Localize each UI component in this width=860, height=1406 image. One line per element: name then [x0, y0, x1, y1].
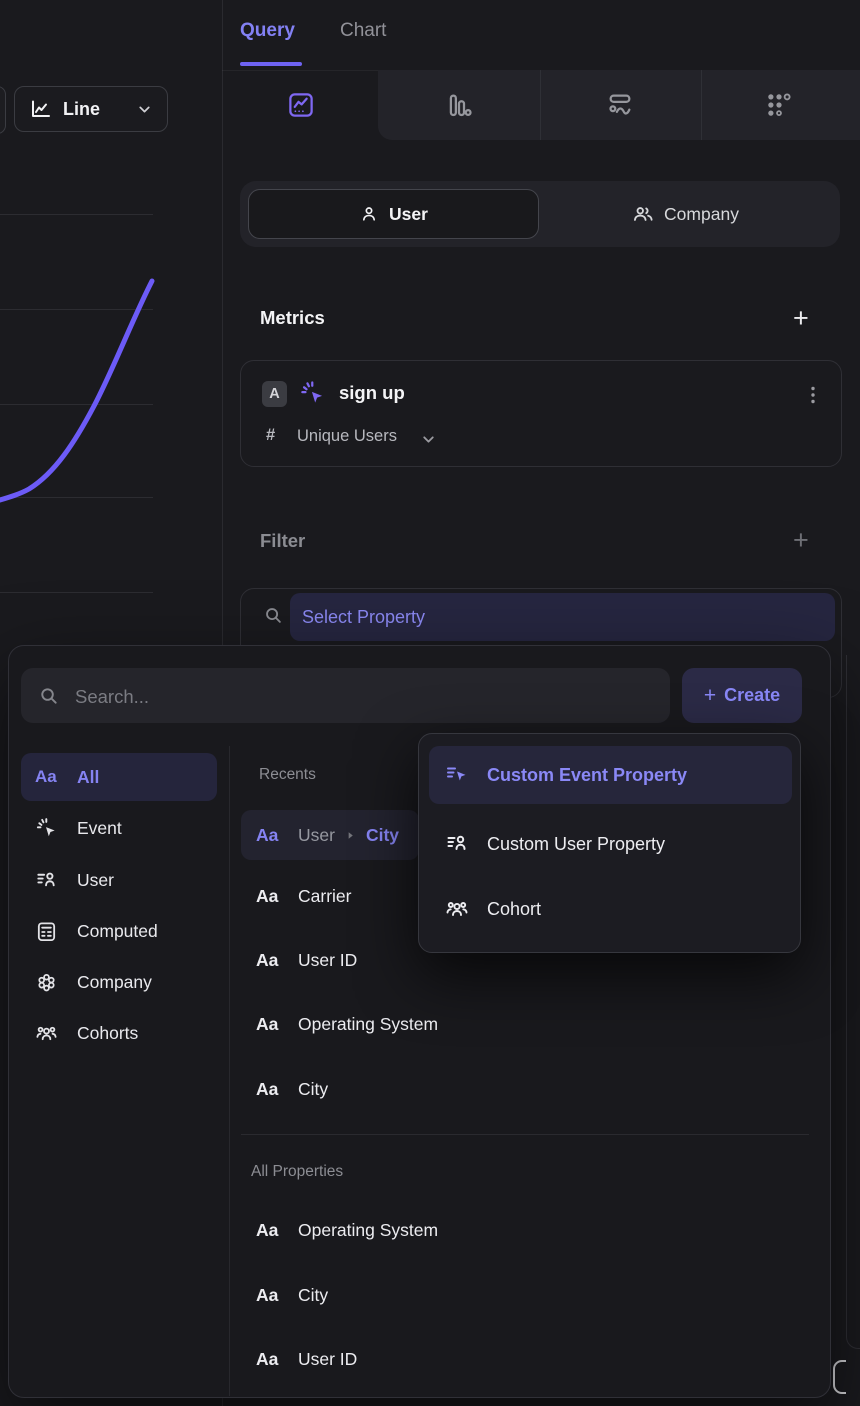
- search-icon: [37, 684, 60, 707]
- custom-user-property-icon: [445, 832, 469, 856]
- clipped-shortcut-badge: [833, 1360, 846, 1394]
- recent-property-city[interactable]: Aa City: [256, 1078, 329, 1099]
- property-city[interactable]: Aa City: [256, 1284, 329, 1305]
- computed-icon: [35, 920, 63, 943]
- category-company[interactable]: Company: [21, 958, 217, 1006]
- line-chart-icon: [29, 97, 53, 121]
- menu-item-custom-user-property[interactable]: Custom User Property: [429, 815, 792, 873]
- recent-property-carrier[interactable]: Aa Carrier: [256, 885, 352, 906]
- category-user[interactable]: User: [21, 856, 217, 904]
- kebab-menu-icon[interactable]: [801, 383, 825, 407]
- list-divider: [241, 1134, 809, 1135]
- text-type-glyph: Aa: [35, 767, 57, 786]
- chevron-down-icon: [136, 101, 153, 118]
- add-metric-button[interactable]: +: [793, 303, 809, 333]
- bar-chart-tab-icon[interactable]: [444, 90, 474, 120]
- active-tab-underline: [240, 62, 302, 66]
- property-search[interactable]: [21, 668, 670, 725]
- picker-divider: [229, 746, 230, 1396]
- people-icon: [632, 203, 654, 225]
- chart-gridline: [0, 404, 153, 405]
- entity-toggle-company-label: Company: [664, 203, 739, 224]
- chart-display-type-label: Line: [63, 98, 101, 119]
- create-button-label: Create: [724, 685, 781, 705]
- category-event[interactable]: Event: [21, 804, 217, 852]
- create-menu: Custom Event Property Custom User Proper…: [418, 733, 801, 953]
- all-properties-section-title: All Properties: [251, 1163, 344, 1180]
- measurement-selector[interactable]: Unique Users: [297, 427, 397, 445]
- entity-toggle-user[interactable]: User: [248, 189, 539, 239]
- chart-gridline: [0, 497, 153, 498]
- metric-card: [240, 360, 842, 467]
- entity-toggle: User Company: [240, 181, 840, 247]
- clipped-toolbar-button[interactable]: [0, 86, 6, 134]
- create-button[interactable]: + Create: [682, 668, 802, 723]
- event-icon: [35, 817, 63, 840]
- category-all[interactable]: Aa All: [21, 753, 217, 801]
- tab-query[interactable]: Query: [240, 20, 295, 41]
- line-chart-series: [0, 278, 155, 503]
- custom-event-property-icon: [445, 763, 469, 787]
- property-operating-system[interactable]: Aa Operating System: [256, 1219, 439, 1240]
- metric-letter-badge: A: [262, 381, 287, 407]
- chart-display-type-button[interactable]: Line: [14, 86, 168, 132]
- event-icon: [299, 380, 326, 407]
- company-icon: [35, 971, 63, 994]
- breadcrumb-arrow-icon: [345, 830, 356, 841]
- search-icon: [262, 604, 284, 626]
- cohort-icon: [445, 897, 469, 921]
- filter-property-select-value: Select Property: [302, 606, 426, 627]
- search-input[interactable]: [73, 668, 657, 725]
- entity-toggle-company[interactable]: Company: [540, 189, 831, 239]
- breadcrumb-parent: User: [298, 824, 335, 845]
- cohorts-icon: [35, 1022, 63, 1045]
- entity-toggle-user-label: User: [389, 203, 428, 224]
- category-cohorts[interactable]: Cohorts: [21, 1009, 217, 1057]
- add-filter-button[interactable]: +: [793, 525, 809, 555]
- filter-property-select[interactable]: Select Property: [290, 593, 835, 641]
- metric-event-name[interactable]: sign up: [339, 382, 405, 403]
- chevron-down-icon[interactable]: [420, 431, 437, 448]
- menu-item-cohort[interactable]: Cohort: [429, 880, 792, 938]
- chart-gridline: [0, 592, 153, 593]
- plus-icon: +: [703, 683, 717, 707]
- property-user-id[interactable]: Aa User ID: [256, 1348, 358, 1369]
- chart-type-divider: [540, 70, 541, 140]
- filter-section-title: Filter: [260, 530, 306, 551]
- insights-line-chart-tab-icon[interactable]: [286, 90, 316, 120]
- recents-section-title: Recents: [259, 766, 316, 783]
- metrics-section-title: Metrics: [260, 307, 325, 328]
- flow-chart-tab-icon[interactable]: [605, 90, 635, 120]
- chart-gridline: [0, 309, 153, 310]
- measurement-hash-icon: #: [266, 426, 276, 444]
- chart-gridline: [0, 214, 153, 215]
- recent-property-user-city[interactable]: Aa User City: [241, 810, 419, 860]
- tab-chart[interactable]: Chart: [340, 20, 387, 41]
- chart-type-divider: [701, 70, 702, 140]
- recent-property-operating-system[interactable]: Aa Operating System: [256, 1013, 439, 1034]
- recent-property-user-id[interactable]: Aa User ID: [256, 949, 358, 970]
- person-icon: [359, 204, 379, 224]
- user-property-icon: [35, 869, 63, 892]
- category-computed[interactable]: Computed: [21, 907, 217, 955]
- retention-grid-tab-icon[interactable]: [764, 90, 794, 120]
- background-card-edge: [846, 655, 860, 1349]
- menu-item-custom-event-property[interactable]: Custom Event Property: [429, 746, 792, 804]
